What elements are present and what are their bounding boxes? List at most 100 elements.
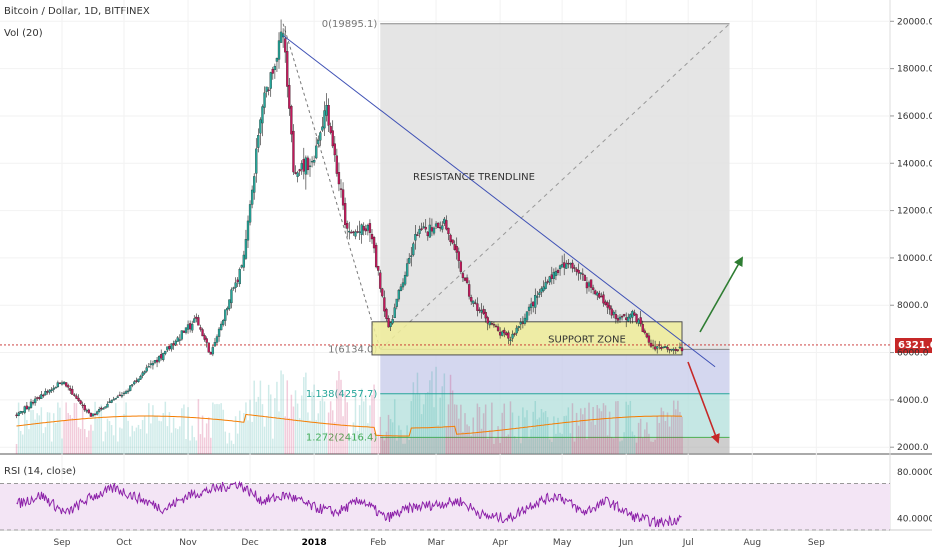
candle-up <box>618 316 622 320</box>
candle-up <box>405 263 409 277</box>
volume-bar <box>648 433 650 454</box>
candle-down <box>449 234 452 243</box>
volume-bar <box>158 420 160 454</box>
volume-bar <box>582 414 584 454</box>
candle-up <box>257 135 260 148</box>
candle-up <box>95 411 99 415</box>
volume-bar <box>139 429 142 454</box>
volume-bar <box>218 404 220 454</box>
volume-bar <box>517 415 520 454</box>
candle-down <box>674 348 677 351</box>
candle-up <box>401 282 405 288</box>
candle-up <box>656 346 659 349</box>
candle-down <box>370 233 374 240</box>
candle-down <box>507 332 510 339</box>
candle-down <box>424 226 427 230</box>
fib-label-1272: 1.272(2416.4) <box>306 432 378 443</box>
candle-down <box>294 172 297 174</box>
volume-bar <box>106 418 109 454</box>
volume-bar <box>513 436 516 454</box>
volume-bar <box>617 401 619 454</box>
volume-bar <box>644 429 646 454</box>
volume-bar <box>354 394 357 454</box>
candle-up <box>391 319 394 324</box>
volume-bar <box>30 410 32 454</box>
volume-bar <box>114 403 117 454</box>
volume-bar <box>150 423 152 454</box>
volume-bar <box>274 398 276 454</box>
volume-bar <box>455 404 458 454</box>
volume-bar <box>606 435 609 454</box>
candle-down <box>155 359 159 363</box>
volume-bar <box>296 403 299 454</box>
volume-bar <box>660 407 663 454</box>
volume-bar <box>38 415 41 454</box>
volume-bar <box>24 411 26 454</box>
volume-bar <box>317 413 320 454</box>
candle-down <box>75 395 78 399</box>
volume-bar <box>338 370 340 454</box>
volume-bar <box>133 431 136 454</box>
volume-bar <box>365 395 367 454</box>
candles <box>15 19 684 419</box>
candle-down <box>606 302 609 308</box>
volume-bar <box>608 411 611 454</box>
volume-bar <box>259 380 262 454</box>
candle-up <box>509 339 512 341</box>
candle-down <box>379 272 382 289</box>
volume-bar <box>377 434 379 454</box>
candle-up <box>255 148 258 174</box>
volume-bar <box>389 418 392 454</box>
candle-down <box>649 342 653 347</box>
volume-bar <box>393 399 396 454</box>
volume-bar <box>476 403 479 454</box>
volume-bar <box>358 405 361 454</box>
candle-down <box>600 295 603 298</box>
candle-up <box>29 401 33 408</box>
candle-up <box>33 398 37 404</box>
volume-bar <box>408 439 410 454</box>
volume-bar <box>596 405 599 454</box>
candle-down <box>451 239 454 244</box>
volume-bar <box>482 413 485 454</box>
candle-up <box>397 289 401 300</box>
volume-bar <box>185 439 187 454</box>
volume-label: Vol (20) <box>4 28 43 39</box>
candle-up <box>180 330 184 340</box>
volume-bar <box>187 407 189 454</box>
volume-bar <box>303 377 305 454</box>
candle-up <box>21 411 24 413</box>
volume-bar <box>544 410 547 454</box>
candle-up <box>418 229 421 234</box>
candle-up <box>240 265 243 268</box>
volume-bar <box>135 427 138 454</box>
candle-up <box>191 323 194 331</box>
volume-bar <box>73 402 76 454</box>
volume-bar <box>489 430 491 454</box>
volume-bar <box>571 403 574 454</box>
candle-up <box>176 337 179 342</box>
y-tick-label: 12000.0 <box>897 207 932 217</box>
current-price-badge: 6321.6 <box>895 337 932 353</box>
bullish-arrow <box>699 256 743 333</box>
fib-zone-0-1 <box>380 23 730 350</box>
candle-up <box>277 40 281 60</box>
rsi-band <box>0 483 890 530</box>
candle-up <box>360 224 363 235</box>
candle-down <box>350 232 353 234</box>
volume-bar <box>546 417 549 454</box>
volume-bar <box>210 437 212 454</box>
candle-up <box>519 322 522 325</box>
candle-up <box>178 339 181 341</box>
volume-bar <box>181 408 183 454</box>
volume-bar <box>586 439 588 454</box>
candle-down <box>577 269 580 274</box>
volume-bar <box>284 416 286 454</box>
volume-bar <box>350 436 353 454</box>
candle-up <box>143 371 146 374</box>
candle-up <box>50 389 53 391</box>
candle-up <box>17 412 20 416</box>
candle-up <box>151 363 155 366</box>
candle-down <box>461 273 465 279</box>
